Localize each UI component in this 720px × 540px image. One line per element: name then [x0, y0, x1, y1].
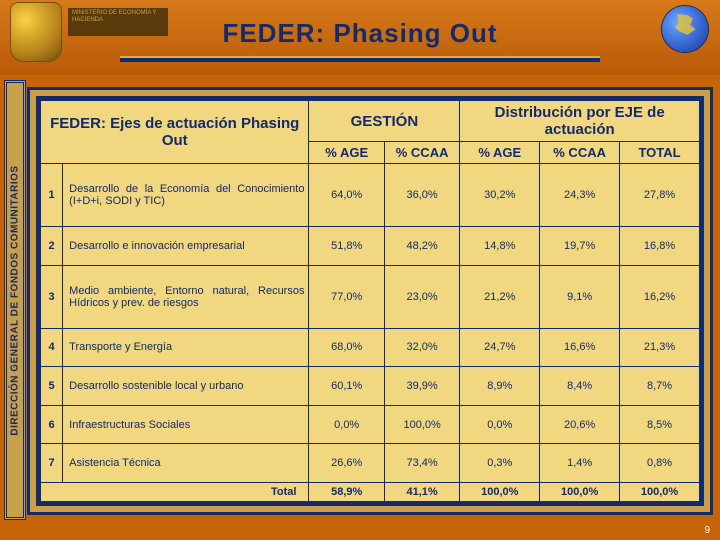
cell-g-ccaa: 48,2%	[384, 226, 459, 265]
table-total-row: Total 58,9% 41,1% 100,0% 100,0% 100,0%	[41, 483, 700, 502]
col-dist-total: TOTAL	[620, 142, 700, 164]
cell-g-ccaa: 39,9%	[384, 367, 459, 406]
cell-d-total: 16,2%	[620, 265, 700, 328]
table-row: 6Infraestructuras Sociales0,0%100,0%0,0%…	[41, 405, 700, 444]
total-g-ccaa: 41,1%	[384, 483, 459, 502]
cell-d-age: 30,2%	[460, 164, 540, 227]
col-dist-age: % AGE	[460, 142, 540, 164]
cell-d-age: 21,2%	[460, 265, 540, 328]
cell-g-ccaa: 32,0%	[384, 328, 459, 367]
cell-d-total: 27,8%	[620, 164, 700, 227]
col-gestion-ccaa: % CCAA	[384, 142, 459, 164]
row-index: 1	[41, 164, 63, 227]
table-row: 3Medio ambiente, Entorno natural, Recurs…	[41, 265, 700, 328]
cell-g-age: 68,0%	[309, 328, 384, 367]
globe-icon	[662, 6, 708, 52]
cell-g-ccaa: 23,0%	[384, 265, 459, 328]
cell-d-ccaa: 1,4%	[540, 444, 620, 483]
row-desc: Desarrollo sostenible local y urbano	[63, 367, 309, 406]
total-d-ccaa: 100,0%	[540, 483, 620, 502]
cell-d-total: 16,8%	[620, 226, 700, 265]
row-index: 6	[41, 405, 63, 444]
cell-d-total: 8,5%	[620, 405, 700, 444]
cell-g-ccaa: 73,4%	[384, 444, 459, 483]
row-desc: Desarrollo e innovación empresarial	[63, 226, 309, 265]
table-row: 1Desarrollo de la Economía del Conocimie…	[41, 164, 700, 227]
total-d-total: 100,0%	[620, 483, 700, 502]
slide-title: FEDER: Phasing Out	[100, 18, 620, 49]
col-gestion-age: % AGE	[309, 142, 384, 164]
total-g-age: 58,9%	[309, 483, 384, 502]
cell-d-total: 8,7%	[620, 367, 700, 406]
table-panel: FEDER: Ejes de actuación Phasing Out GES…	[36, 96, 704, 506]
row-index: 7	[41, 444, 63, 483]
cell-d-ccaa: 19,7%	[540, 226, 620, 265]
total-label: Total	[41, 483, 309, 502]
row-desc: Transporte y Energía	[63, 328, 309, 367]
row-index: 5	[41, 367, 63, 406]
cell-d-ccaa: 8,4%	[540, 367, 620, 406]
cell-d-ccaa: 20,6%	[540, 405, 620, 444]
cell-d-age: 0,0%	[460, 405, 540, 444]
cell-g-age: 0,0%	[309, 405, 384, 444]
cell-g-ccaa: 36,0%	[384, 164, 459, 227]
page-number: 9	[704, 525, 710, 536]
cell-g-age: 51,8%	[309, 226, 384, 265]
table-row: 4Transporte y Energía68,0%32,0%24,7%16,6…	[41, 328, 700, 367]
cell-d-age: 24,7%	[460, 328, 540, 367]
col-group-distribucion: Distribución por EJE de actuación	[460, 101, 700, 142]
vertical-department-text: DIRECCIÓN GENERAL DE FONDOS COMUNITARIOS	[10, 165, 21, 435]
cell-g-ccaa: 100,0%	[384, 405, 459, 444]
spanish-crest-icon	[10, 2, 62, 62]
row-desc: Desarrollo de la Economía del Conocimien…	[63, 164, 309, 227]
cell-d-total: 0,8%	[620, 444, 700, 483]
table-row: 2Desarrollo e innovación empresarial51,8…	[41, 226, 700, 265]
row-index: 4	[41, 328, 63, 367]
cell-g-age: 60,1%	[309, 367, 384, 406]
row-index: 3	[41, 265, 63, 328]
col-group-gestion: GESTIÓN	[309, 101, 460, 142]
total-d-age: 100,0%	[460, 483, 540, 502]
cell-d-ccaa: 24,3%	[540, 164, 620, 227]
table-row: 7Asistencia Técnica26,6%73,4%0,3%1,4%0,8…	[41, 444, 700, 483]
vertical-department-label: DIRECCIÓN GENERAL DE FONDOS COMUNITARIOS	[4, 80, 26, 520]
row-desc: Medio ambiente, Entorno natural, Recurso…	[63, 265, 309, 328]
row-index: 2	[41, 226, 63, 265]
cell-d-ccaa: 9,1%	[540, 265, 620, 328]
row-desc: Infraestructuras Sociales	[63, 405, 309, 444]
title-underline	[120, 56, 600, 62]
row-desc: Asistencia Técnica	[63, 444, 309, 483]
cell-g-age: 77,0%	[309, 265, 384, 328]
feder-table: FEDER: Ejes de actuación Phasing Out GES…	[40, 100, 700, 502]
cell-d-total: 21,3%	[620, 328, 700, 367]
cell-d-age: 14,8%	[460, 226, 540, 265]
col-dist-ccaa: % CCAA	[540, 142, 620, 164]
cell-g-age: 64,0%	[309, 164, 384, 227]
table-row: 5Desarrollo sostenible local y urbano60,…	[41, 367, 700, 406]
cell-d-ccaa: 16,6%	[540, 328, 620, 367]
cell-d-age: 8,9%	[460, 367, 540, 406]
cell-g-age: 26,6%	[309, 444, 384, 483]
cell-d-age: 0,3%	[460, 444, 540, 483]
header-bar: MINISTERIO DE ECONOMÍA Y HACIENDA FEDER:…	[0, 0, 720, 75]
table-caption: FEDER: Ejes de actuación Phasing Out	[41, 101, 309, 164]
